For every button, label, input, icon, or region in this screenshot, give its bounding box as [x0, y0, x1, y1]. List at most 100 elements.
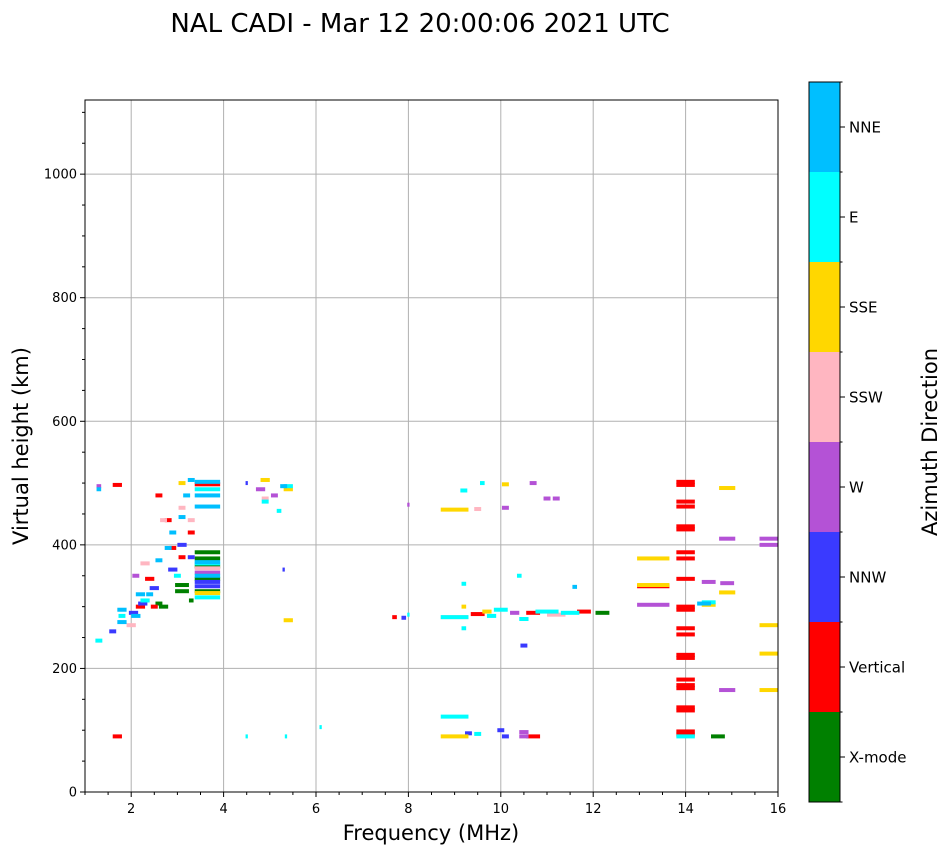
- point-x-mode-6: [194, 550, 221, 555]
- colorbar-swatch-nnw: [809, 532, 840, 622]
- point-vertical-26: [676, 607, 695, 612]
- point-w-18: [759, 542, 778, 547]
- colorbar-label-ssw: SSW: [849, 389, 883, 407]
- point-nne-1: [117, 620, 127, 625]
- point-vertical-18: [676, 499, 695, 504]
- point-vertical-11: [470, 612, 485, 617]
- point-vertical-29: [676, 652, 695, 657]
- point-nne-11: [194, 573, 221, 578]
- y-tick-label-5: 1000: [44, 168, 77, 183]
- point-vertical-2: [155, 493, 163, 498]
- x-tick-label-1: 4: [219, 802, 227, 817]
- x-tick-label-0: 2: [127, 802, 135, 817]
- colorbar-label-e: E: [849, 209, 858, 227]
- point-x-mode-0: [175, 589, 189, 594]
- y-axis: 0 200 400 600 800 1000: [44, 111, 85, 801]
- point-w-0: [96, 484, 102, 489]
- colorbar-frame: [808, 81, 841, 803]
- point-nnw-12: [501, 734, 509, 739]
- point-nne-3: [135, 592, 146, 597]
- point-nnw-10: [282, 567, 285, 572]
- point-e-9: [283, 484, 293, 489]
- point-vertical-0: [112, 482, 122, 487]
- point-nne-4: [155, 558, 163, 563]
- point-sse-11: [719, 486, 736, 491]
- point-sse-9: [637, 583, 670, 588]
- colorbar-swatch-sse: [809, 262, 840, 352]
- plot-frame: [84, 99, 779, 793]
- point-vertical-34: [676, 705, 695, 710]
- point-vertical-17: [676, 482, 695, 487]
- y-tick-label-2: 400: [52, 538, 77, 553]
- colorbar-label-vertical: Vertical: [849, 659, 905, 677]
- point-vertical-28: [676, 632, 695, 637]
- point-ssw-4: [194, 566, 221, 571]
- point-nne-14: [146, 592, 154, 597]
- point-w-16: [719, 688, 736, 693]
- point-e-22: [560, 610, 580, 615]
- point-nnw-7: [194, 579, 221, 584]
- point-vertical-13: [577, 609, 591, 614]
- point-vertical-21: [676, 527, 695, 532]
- point-nne-16: [187, 477, 195, 482]
- point-nne-15: [164, 545, 172, 550]
- colorbar-swatch-e: [809, 172, 840, 262]
- point-x-mode-3: [194, 576, 221, 581]
- point-nne-6: [178, 515, 186, 520]
- point-e-0: [95, 638, 103, 643]
- colorbar-swatch-vertical: [809, 622, 840, 712]
- x-tick-label-2: 6: [312, 802, 320, 817]
- data-points: [95, 477, 778, 739]
- point-x-mode-11: [711, 734, 725, 739]
- point-e-8: [276, 508, 282, 513]
- point-vertical-35: [676, 708, 695, 713]
- point-vertical-8: [178, 555, 186, 560]
- point-w-15: [719, 536, 736, 541]
- point-vertical-5: [194, 482, 221, 487]
- point-nne-17: [280, 484, 288, 489]
- y-tick-label-4: 800: [52, 291, 77, 306]
- point-sse-3: [440, 507, 469, 512]
- point-e-20: [519, 617, 529, 621]
- colorbar-title: Azimuth Direction: [918, 348, 942, 536]
- point-vertical-33: [676, 686, 695, 691]
- point-w-19: [407, 502, 410, 507]
- point-vertical-23: [676, 556, 695, 561]
- point-e-14: [461, 626, 467, 631]
- point-vertical-6: [145, 576, 155, 581]
- point-vertical-27: [676, 626, 695, 631]
- point-w-7: [543, 496, 551, 501]
- x-axis-label: Frequency (MHz): [343, 821, 519, 845]
- point-nne-13: [131, 613, 141, 618]
- colorbar-label-sse: SSE: [849, 299, 878, 317]
- point-nne-8: [194, 493, 221, 498]
- point-w-8: [552, 496, 560, 501]
- point-w-4: [270, 493, 278, 498]
- point-vertical-19: [676, 504, 695, 509]
- point-ssw-2: [178, 505, 186, 510]
- colorbar-label-x-mode: X-mode: [849, 749, 906, 767]
- y-axis-label: Virtual height (km): [9, 347, 33, 545]
- point-e-7: [261, 499, 269, 504]
- point-e-17: [486, 613, 497, 618]
- point-nnw-0: [109, 629, 117, 634]
- point-vertical-36: [676, 729, 695, 734]
- point-sse-1: [260, 477, 270, 482]
- point-w-14: [720, 581, 735, 586]
- point-nne-12: [194, 560, 221, 565]
- point-e-10: [319, 725, 322, 730]
- point-w-10: [519, 730, 529, 735]
- point-w-5: [501, 505, 509, 510]
- point-nnw-14: [464, 731, 472, 736]
- point-nne-0: [96, 487, 102, 492]
- point-nnw-9: [245, 481, 248, 486]
- point-e-2: [140, 598, 150, 603]
- point-e-4: [194, 595, 221, 600]
- x-tick-label-7: 16: [770, 802, 787, 817]
- point-w-2: [194, 570, 221, 575]
- point-e-23: [676, 734, 695, 739]
- point-e-16: [474, 731, 482, 736]
- point-nnw-1: [128, 610, 139, 615]
- point-nne-5: [169, 530, 177, 535]
